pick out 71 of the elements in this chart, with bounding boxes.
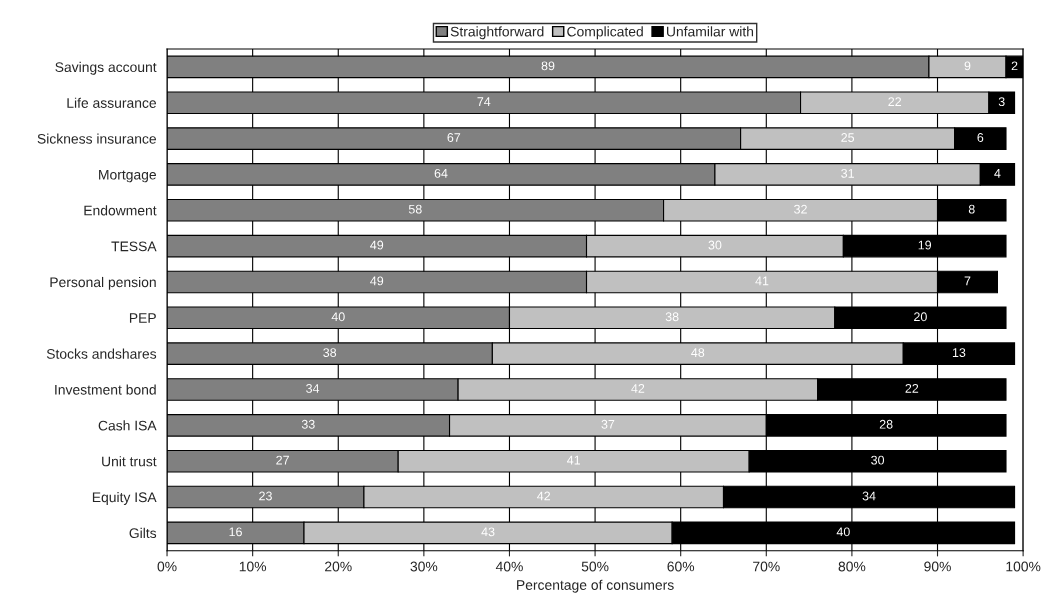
y-tick-label: Unit trust — [102, 456, 157, 467]
data-label: 40 — [836, 527, 850, 537]
data-label: 64 — [434, 168, 448, 178]
data-label: 32 — [794, 204, 807, 214]
y-tick-label: Stocks andshares — [46, 348, 157, 359]
data-label: 89 — [541, 61, 555, 71]
y-tick-label: Gilts — [129, 527, 157, 539]
x-tick-label: 10% — [239, 561, 267, 572]
y-tick-label: Cash ISA — [98, 420, 157, 431]
x-tick-label: 50% — [581, 561, 609, 572]
data-label: 34 — [862, 491, 876, 501]
data-label: 8 — [968, 204, 975, 214]
x-axis-title: Percentage of consumers — [517, 579, 674, 593]
data-label: 41 — [567, 455, 581, 465]
y-tick-label: Equity ISA — [92, 492, 157, 505]
data-label: 33 — [301, 419, 315, 429]
data-label: 30 — [871, 455, 885, 465]
data-label: 37 — [601, 419, 615, 429]
data-label: 7 — [964, 276, 971, 286]
data-label: 49 — [370, 240, 384, 250]
data-label: 30 — [708, 240, 722, 250]
data-label: 20 — [914, 312, 927, 322]
legend-label: Unfamilar with — [667, 26, 754, 37]
data-label: 34 — [306, 384, 320, 393]
data-label: 31 — [841, 168, 854, 178]
data-label: 28 — [879, 419, 893, 429]
x-tick-label: 30% — [410, 561, 438, 572]
data-label: 19 — [918, 240, 932, 250]
data-label: 27 — [276, 455, 289, 465]
data-label: 25 — [841, 133, 855, 142]
data-label: 23 — [259, 491, 272, 501]
data-label: 3 — [998, 97, 1005, 107]
y-tick-label: PEP — [129, 313, 156, 323]
data-label: 74 — [477, 97, 491, 106]
data-label: 41 — [755, 276, 769, 286]
data-label: 42 — [537, 491, 551, 501]
x-tick-label: 0% — [157, 561, 177, 572]
x-tick-label: 60% — [667, 561, 695, 572]
y-tick-label: Savings account — [55, 61, 157, 75]
x-tick-label: 80% — [838, 561, 866, 572]
data-label: 58 — [408, 204, 422, 214]
data-label: 6 — [977, 133, 984, 142]
y-tick-label: Personal pension — [50, 276, 156, 290]
y-tick-label: Sickness insurance — [37, 133, 157, 144]
y-tick-label: TESSA — [111, 241, 157, 252]
data-label: 9 — [964, 61, 971, 71]
data-label: 42 — [631, 384, 645, 393]
x-tick-label: 100% — [1006, 561, 1041, 572]
data-label: 38 — [323, 348, 337, 357]
data-label: 67 — [447, 133, 461, 142]
data-label: 22 — [905, 384, 919, 393]
data-label: 40 — [331, 312, 345, 322]
data-label: 49 — [370, 276, 384, 286]
x-tick-label: 90% — [924, 561, 951, 572]
x-tick-label: 70% — [753, 561, 780, 572]
data-label: 16 — [229, 527, 242, 537]
y-tick-label: Endowment — [84, 205, 157, 216]
y-tick-label: Mortgage — [99, 169, 157, 183]
data-label: 43 — [481, 527, 495, 537]
legend-label: Complicated — [567, 26, 643, 40]
y-tick-label: Life assurance — [67, 97, 157, 108]
data-label: 38 — [665, 312, 679, 322]
data-label: 13 — [952, 348, 966, 357]
data-label: 48 — [691, 348, 705, 357]
y-tick-label: Investment bond — [55, 384, 156, 395]
data-label: 2 — [1011, 61, 1018, 71]
legend-label: Straightforward — [450, 26, 544, 40]
data-label: 4 — [994, 169, 1001, 178]
x-tick-label: 20% — [325, 561, 352, 572]
x-tick-label: 40% — [495, 561, 523, 572]
data-label: 22 — [888, 97, 902, 106]
